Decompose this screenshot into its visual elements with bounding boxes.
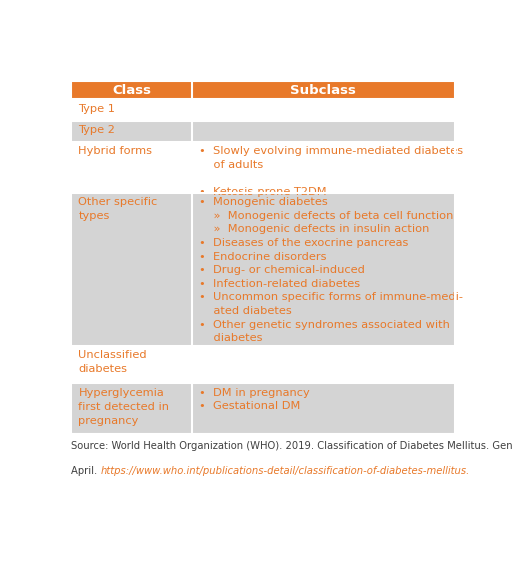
Text: Type 1: Type 1 xyxy=(78,104,115,114)
Bar xyxy=(71,120,192,142)
Bar xyxy=(192,346,455,383)
Bar xyxy=(71,99,192,120)
Text: •  Slowly evolving immune-mediated diabetes
    of adults

•  Ketosis-prone T2DM: • Slowly evolving immune-mediated diabet… xyxy=(199,146,463,197)
Text: Class: Class xyxy=(112,84,151,96)
Bar xyxy=(71,193,192,346)
Bar xyxy=(192,120,455,142)
Bar xyxy=(71,142,192,193)
Text: Other specific
types: Other specific types xyxy=(78,198,157,221)
Text: Hybrid forms: Hybrid forms xyxy=(78,146,152,156)
Text: Hyperglycemia
first detected in
pregnancy: Hyperglycemia first detected in pregnanc… xyxy=(78,388,169,426)
Text: Subclass: Subclass xyxy=(290,84,356,96)
Text: Type 2: Type 2 xyxy=(78,125,115,135)
Bar xyxy=(192,383,455,435)
Text: •  DM in pregnancy
•  Gestational DM: • DM in pregnancy • Gestational DM xyxy=(199,388,310,411)
Text: Unclassified
diabetes: Unclassified diabetes xyxy=(78,350,147,374)
Bar xyxy=(192,142,455,193)
Text: Source: World Health Organization (WHO). 2019. Classification of Diabetes Mellit: Source: World Health Organization (WHO).… xyxy=(71,441,513,451)
Bar xyxy=(71,383,192,435)
Bar xyxy=(71,346,192,383)
Text: •  Monogenic diabetes
    »  Monogenic defects of beta cell function
    »  Mono: • Monogenic diabetes » Monogenic defects… xyxy=(199,198,463,343)
Bar xyxy=(192,193,455,346)
Bar xyxy=(192,99,455,120)
Bar xyxy=(71,81,455,99)
Text: April.: April. xyxy=(71,465,101,476)
Text: https://www.who.int/publications-detail/classification-of-diabetes-mellitus.: https://www.who.int/publications-detail/… xyxy=(101,465,469,476)
Bar xyxy=(71,81,455,435)
